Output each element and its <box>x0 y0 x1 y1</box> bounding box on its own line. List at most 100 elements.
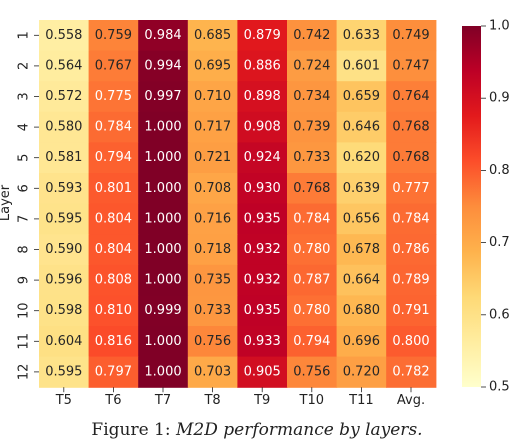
cell-value-label: 0.639 <box>343 181 380 196</box>
heatmap-cell <box>187 50 238 82</box>
caption-text: M2D performance by layers. <box>176 420 423 440</box>
heatmap-cell <box>386 264 437 296</box>
heatmap-cell <box>336 234 387 266</box>
colorbar-tick-label: 1.0 <box>489 19 510 34</box>
heatmap-cell <box>287 111 338 143</box>
heatmap-cell <box>386 295 437 327</box>
cell-value-label: 0.695 <box>194 58 231 73</box>
cell-value-label: 0.786 <box>392 242 429 257</box>
heatmap-cell <box>138 264 189 296</box>
heatmap-cell <box>39 356 90 388</box>
cell-value-label: 0.789 <box>392 273 429 288</box>
y-tick-label: 7 <box>17 215 32 223</box>
y-tick-label: 2 <box>17 62 32 70</box>
heatmap-cell <box>187 356 238 388</box>
heatmap-cell <box>187 264 238 296</box>
heatmap-cell <box>88 203 139 235</box>
cell-value-label: 0.768 <box>293 181 330 196</box>
cell-value-label: 0.767 <box>95 58 132 73</box>
x-tick-label: T6 <box>104 393 121 408</box>
cell-value-label: 0.664 <box>343 273 380 288</box>
cell-value-label: 0.580 <box>45 120 82 135</box>
cell-value-label: 0.633 <box>343 28 380 43</box>
cell-value-label: 0.816 <box>95 334 132 349</box>
heatmap-cell <box>39 234 90 266</box>
cell-value-label: 0.935 <box>244 303 281 318</box>
y-tick-label: 12 <box>17 364 32 381</box>
heatmap-cell <box>237 111 288 143</box>
heatmap-cell <box>39 203 90 235</box>
cell-value-label: 0.685 <box>194 28 231 43</box>
heatmap-cell <box>287 326 338 358</box>
cell-value-label: 0.782 <box>392 364 429 379</box>
colorbar-tick-label: 0.5 <box>489 380 510 395</box>
cell-value-label: 0.997 <box>144 89 181 104</box>
cell-value-label: 0.994 <box>144 58 181 73</box>
cell-value-label: 0.784 <box>95 120 132 135</box>
heatmap-cell <box>39 295 90 327</box>
heatmap-cell <box>88 234 139 266</box>
heatmap-cell <box>39 326 90 358</box>
heatmap-cell <box>237 173 288 205</box>
heatmap-cells <box>39 20 437 388</box>
heatmap-cell <box>138 142 189 174</box>
cell-value-label: 0.620 <box>343 150 380 165</box>
cell-value-label: 0.791 <box>392 303 429 318</box>
cell-value-label: 0.696 <box>343 334 380 349</box>
heatmap-cell <box>386 234 437 266</box>
cell-value-label: 0.999 <box>144 303 181 318</box>
cell-value-label: 0.724 <box>293 58 330 73</box>
cell-value-label: 0.784 <box>293 211 330 226</box>
cell-value-label: 0.808 <box>95 273 132 288</box>
cell-value-label: 0.764 <box>392 89 429 104</box>
colorbar <box>462 26 481 387</box>
heatmap-cell <box>386 20 437 52</box>
cell-value-label: 0.595 <box>45 364 82 379</box>
heatmap-cell <box>88 326 139 358</box>
heatmap-chart: Layer 0.558 0.759 0.984 0.685 0.879 0.742 0.63… <box>0 19 510 409</box>
heatmap-cell <box>287 173 338 205</box>
heatmap-cell <box>187 142 238 174</box>
heatmap-cell <box>336 20 387 52</box>
heatmap-cell <box>287 264 338 296</box>
cell-value-label: 0.984 <box>144 28 181 43</box>
heatmap-cell <box>88 173 139 205</box>
x-axis-ticks: T5 T6 T7 T8 T9 T10 T11 Avg. <box>55 387 425 408</box>
heatmap-cell <box>336 356 387 388</box>
cell-value-label: 0.810 <box>95 303 132 318</box>
y-tick-label: 1 <box>17 31 32 39</box>
cell-value-label: 0.735 <box>194 273 231 288</box>
heatmap-cell <box>39 50 90 82</box>
heatmap-cell <box>138 356 189 388</box>
cell-value-label: 0.886 <box>244 58 281 73</box>
cell-value-label: 0.747 <box>392 58 429 73</box>
colorbar-tick-label: 0.8 <box>489 163 510 178</box>
heatmap-cell <box>138 326 189 358</box>
x-tick-label: T10 <box>299 393 324 408</box>
cell-value-label: 0.590 <box>45 242 82 257</box>
cell-value-label: 0.646 <box>343 120 380 135</box>
x-tick-label: T5 <box>55 393 72 408</box>
heatmap-cell <box>237 264 288 296</box>
cell-value-label: 0.678 <box>343 242 380 257</box>
heatmap-cell <box>88 264 139 296</box>
heatmap-cell <box>187 111 238 143</box>
cell-value-label: 0.680 <box>343 303 380 318</box>
cell-value-label: 0.933 <box>244 334 281 349</box>
cell-value-label: 0.572 <box>45 89 82 104</box>
cell-value-label: 0.898 <box>244 89 281 104</box>
heatmap-cell <box>237 356 288 388</box>
cell-value-label: 0.716 <box>194 211 231 226</box>
heatmap-cell <box>287 295 338 327</box>
heatmap-cell <box>237 81 288 113</box>
cell-value-label: 0.739 <box>293 120 330 135</box>
heatmap-cell <box>237 295 288 327</box>
heatmap-cell <box>88 20 139 52</box>
y-tick-label: 5 <box>17 154 32 162</box>
heatmap-cell <box>138 20 189 52</box>
y-tick-label: 10 <box>17 302 32 319</box>
heatmap-cell <box>138 295 189 327</box>
heatmap-cell <box>187 81 238 113</box>
heatmap-cell <box>187 20 238 52</box>
cell-value-label: 0.768 <box>392 150 429 165</box>
